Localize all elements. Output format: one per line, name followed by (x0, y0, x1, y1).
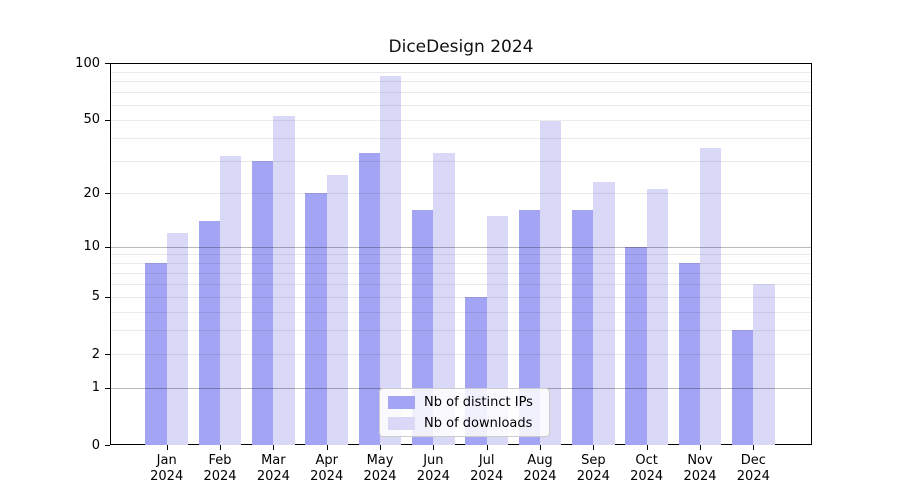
x-tick-label: Dec 2024 (736, 453, 770, 484)
bar-feb-ips (198, 220, 221, 445)
bar-jan-ips (145, 263, 167, 445)
gridline-minor (110, 263, 812, 265)
x-tick-label: Jun 2024 (416, 453, 450, 484)
x-tick-mark (380, 445, 382, 450)
gridline-minor (110, 160, 812, 162)
x-tick-label: Jan 2024 (150, 453, 184, 484)
gridline-minor (110, 104, 812, 106)
bar-nov-ips (678, 263, 700, 445)
gridline-minor (110, 330, 812, 332)
chart-title: DiceDesign 2024 (388, 37, 534, 57)
x-tick-label: Mar 2024 (256, 453, 290, 484)
legend: Nb of distinct IPs Nb of downloads (379, 388, 550, 437)
x-tick-mark (433, 445, 435, 450)
gridline-minor (110, 81, 812, 83)
gridline-minor (110, 283, 812, 285)
bar-jul-downloads (486, 215, 508, 445)
bar-dec-ips (732, 330, 754, 445)
bar-jun-ips (412, 210, 434, 445)
x-tick-label: Sep 2024 (576, 453, 610, 484)
bar-may-ips (358, 153, 381, 445)
legend-label: Nb of downloads (424, 415, 533, 431)
x-tick-label: Jul 2024 (470, 453, 504, 484)
legend-label: Nb of distinct IPs (424, 394, 533, 410)
bar-apr-downloads (326, 175, 348, 445)
x-tick-label: Aug 2024 (523, 453, 557, 484)
gridline-minor (110, 272, 812, 274)
x-tick-mark (753, 445, 755, 450)
gridline-minor (110, 92, 812, 94)
gridline-minor (110, 119, 812, 121)
bar-nov-downloads (700, 148, 722, 445)
x-tick-mark (326, 445, 328, 450)
bar-oct-downloads (646, 189, 668, 445)
bar-jun-downloads (433, 153, 455, 445)
x-tick-mark (593, 445, 595, 450)
y-tick-mark (105, 354, 110, 356)
bar-oct-ips (625, 246, 647, 445)
x-tick-label: Feb 2024 (203, 453, 237, 484)
x-tick-mark (540, 445, 541, 450)
gridline-minor (110, 311, 812, 313)
x-tick-mark (273, 445, 275, 450)
legend-swatch-distinct-ips-icon (388, 395, 415, 409)
bar-mar-downloads (273, 116, 295, 445)
bar-aug-downloads (540, 121, 562, 445)
gridline-minor (110, 193, 812, 194)
y-tick-mark (105, 445, 110, 446)
y-tick-label: 50 (83, 112, 100, 128)
x-tick-mark (486, 445, 488, 450)
y-tick-mark (105, 193, 110, 194)
y-tick-mark (105, 119, 110, 121)
bar-mar-ips (252, 160, 274, 445)
gridline-minor (110, 137, 812, 139)
legend-entry-downloads: Nb of downloads (388, 416, 541, 431)
y-tick-label: 100 (75, 55, 100, 71)
y-tick-mark (105, 63, 110, 64)
x-tick-label: May 2024 (363, 453, 397, 484)
bar-may-downloads (380, 76, 402, 445)
bar-sep-ips (572, 210, 594, 445)
gridline-minor (110, 296, 812, 298)
bar-feb-downloads (220, 155, 242, 445)
gridline-minor (110, 71, 812, 73)
y-tick-mark (105, 296, 110, 298)
x-tick-mark (220, 445, 222, 450)
gridline-minor (110, 354, 812, 356)
y-tick-label: 10 (83, 239, 100, 255)
x-tick-mark (166, 445, 168, 450)
bar-apr-ips (305, 193, 327, 445)
x-tick-label: Nov 2024 (683, 453, 717, 484)
bar-sep-downloads (593, 181, 615, 445)
bar-aug-ips (518, 210, 540, 445)
x-tick-mark (700, 445, 701, 450)
bar-dec-downloads (753, 283, 775, 445)
legend-entry-distinct-ips: Nb of distinct IPs (388, 395, 541, 410)
y-tick-mark (105, 246, 110, 248)
x-tick-label: Apr 2024 (310, 453, 344, 484)
x-tick-mark (646, 445, 648, 450)
x-tick-label: Oct 2024 (630, 453, 664, 484)
legend-swatch-downloads-icon (388, 416, 415, 430)
y-tick-mark (105, 387, 110, 389)
y-tick-label: 5 (91, 289, 100, 305)
gridline-minor (110, 254, 812, 256)
y-tick-label: 1 (91, 380, 100, 396)
bar-jan-downloads (166, 232, 188, 445)
gridline-major (110, 246, 812, 248)
y-tick-label: 20 (83, 185, 100, 201)
y-tick-label: 2 (91, 346, 100, 362)
y-tick-label: 0 (91, 437, 100, 453)
